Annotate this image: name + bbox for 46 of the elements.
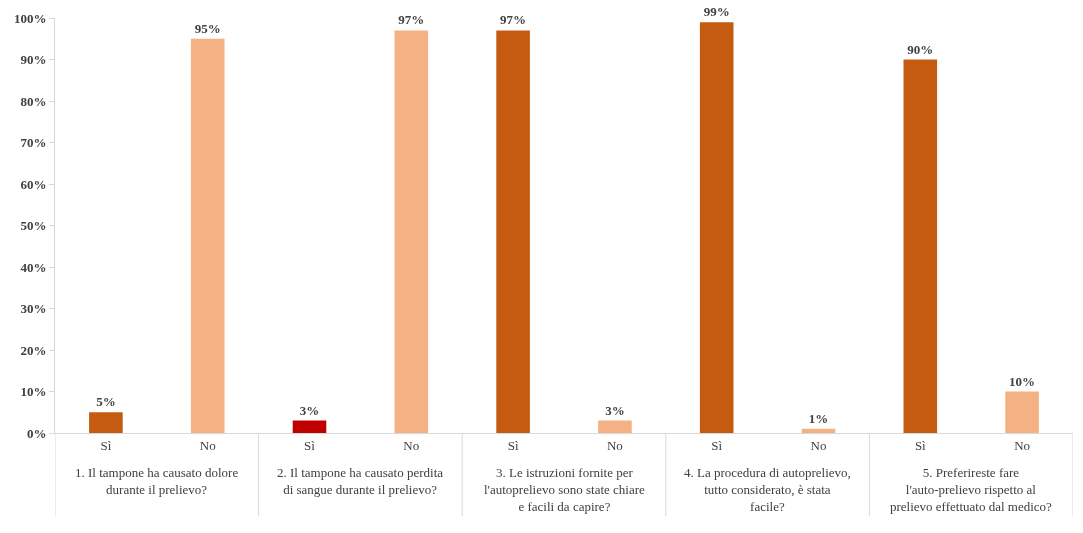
- bar: [1005, 391, 1039, 433]
- text: 1. Il tampone ha causato dolore durante il prelievo?: [75, 465, 239, 497]
- x-tick-label: Sì: [100, 437, 112, 453]
- x-tick-label: No: [199, 437, 216, 453]
- y-tick-label: 0%: [26, 425, 47, 441]
- x-tick-label: Sì: [507, 437, 519, 453]
- text: 2. Il tampone ha causato perdita di sangue durante il prelievo?: [277, 465, 444, 497]
- y-tick-label: 100%: [13, 10, 47, 26]
- y-tick-label: 70%: [20, 135, 47, 151]
- bar: [903, 59, 938, 433]
- text: 4. La procedura di autoprelievo, tutto considerato, è stata facile?: [684, 465, 851, 514]
- bar: [598, 420, 632, 433]
- y-tick-label: 10%: [20, 384, 47, 400]
- y-tick-label: 40%: [20, 259, 47, 275]
- x-tick-label: No: [1014, 437, 1031, 453]
- bar: [89, 412, 123, 433]
- bar: [394, 30, 429, 433]
- x-tick-label: Sì: [304, 437, 316, 453]
- x-tick-label: No: [810, 437, 827, 453]
- data-label: 95%: [194, 20, 221, 36]
- x-tick-label: Sì: [914, 437, 927, 453]
- bar: [190, 38, 225, 433]
- data-label: 3%: [299, 402, 320, 418]
- data-label: 10%: [1009, 373, 1036, 389]
- data-label: 97%: [398, 12, 425, 28]
- y-tick-label: 80%: [20, 93, 47, 109]
- y-tick-label: 90%: [20, 52, 47, 68]
- bar: [292, 420, 327, 433]
- y-tick-label: 20%: [20, 342, 47, 358]
- bar: [699, 22, 734, 433]
- bar: [496, 30, 530, 433]
- x-tick-label: No: [606, 437, 623, 453]
- data-label: 97%: [500, 12, 527, 28]
- bar: [801, 428, 836, 433]
- y-tick-label: 60%: [20, 176, 47, 192]
- x-tick-label: Sì: [711, 437, 723, 453]
- x-tick-label: No: [403, 437, 420, 453]
- data-label: 99%: [703, 4, 730, 20]
- data-label: 3%: [605, 402, 625, 418]
- text: 5. Preferireste fare l'auto-prelievo rispetto al prelievo effettuato dal medico?: [890, 465, 1053, 514]
- text: 3. Le istruzioni fornite per l'autoprelievo sono state chiare e facili da capire?: [484, 465, 646, 514]
- data-label: 5%: [96, 394, 116, 410]
- y-tick-label: 30%: [20, 301, 47, 317]
- data-label: 1%: [808, 410, 829, 426]
- y-tick-label: 50%: [20, 218, 47, 234]
- data-label: 90%: [907, 41, 934, 57]
